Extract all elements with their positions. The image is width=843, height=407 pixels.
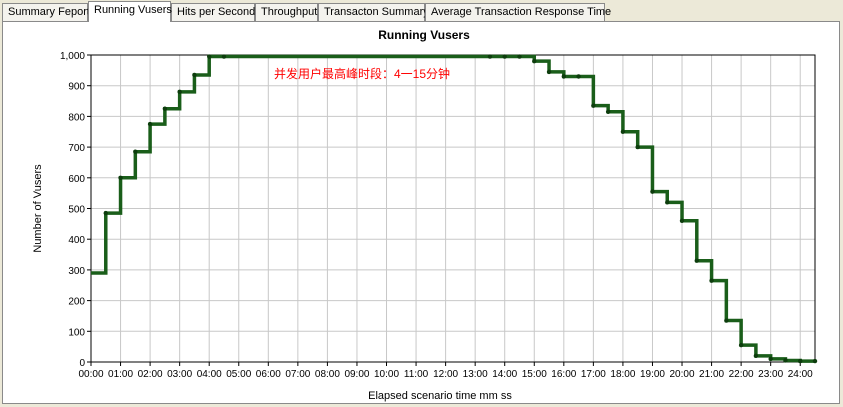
tab-summary-feport[interactable]: Summary Feport bbox=[2, 3, 90, 21]
y-tick-label: 500 bbox=[68, 205, 85, 216]
data-point bbox=[798, 358, 803, 364]
tab-transacton-summary[interactable]: Transacton Summary bbox=[318, 3, 429, 21]
x-tick-label: 23:00 bbox=[758, 369, 783, 380]
y-tick-label: 900 bbox=[68, 82, 85, 93]
x-axis-label: Elapsed scenario time mm ss bbox=[368, 390, 512, 402]
x-tick-label: 17:00 bbox=[581, 369, 606, 380]
x-tick-label: 12:00 bbox=[433, 369, 458, 380]
x-tick-label: 20:00 bbox=[670, 369, 695, 380]
data-point bbox=[118, 175, 123, 180]
data-point bbox=[679, 218, 685, 223]
y-tick-label: 800 bbox=[68, 112, 85, 123]
x-tick-label: 19:00 bbox=[640, 369, 665, 380]
y-tick-label: 700 bbox=[68, 143, 85, 154]
tick-labels: 0 100 200 300 400 500 600 700 800 900 1,000 00:00 01… bbox=[60, 51, 813, 380]
peak-annotation: 并发用户最高峰时段：4一15分钟 bbox=[274, 66, 450, 81]
x-tick-label: 14:00 bbox=[492, 369, 517, 380]
y-tick-label: 100 bbox=[68, 327, 85, 338]
data-point bbox=[724, 318, 729, 323]
x-tick-label: 09:00 bbox=[344, 369, 369, 380]
data-point bbox=[753, 353, 759, 359]
x-tick-label: 15:00 bbox=[522, 369, 547, 380]
x-tick-label: 18:00 bbox=[610, 369, 635, 380]
x-tick-label: 21:00 bbox=[699, 369, 724, 380]
x-tick-label: 08:00 bbox=[315, 369, 340, 380]
series-group bbox=[91, 54, 818, 364]
x-tick-label: 16:00 bbox=[551, 369, 576, 380]
x-tick-label: 11:00 bbox=[404, 369, 429, 380]
data-point bbox=[635, 144, 640, 150]
data-point bbox=[147, 121, 153, 127]
data-point bbox=[561, 74, 567, 79]
x-tick-label: 13:00 bbox=[463, 369, 488, 380]
tab-running-vusers[interactable]: Running Vusers bbox=[88, 1, 172, 22]
data-point bbox=[502, 54, 507, 59]
data-point bbox=[650, 189, 655, 194]
data-point bbox=[694, 258, 699, 263]
y-tick-label: 1,000 bbox=[60, 51, 85, 62]
y-tick-label: 300 bbox=[68, 266, 85, 277]
data-point bbox=[103, 210, 108, 216]
x-tick-label: 00:00 bbox=[78, 369, 103, 380]
tab-strip: Summary Feport Running Vusers Hits per Sec… bbox=[0, 0, 843, 22]
y-tick-label: 400 bbox=[68, 235, 85, 246]
data-point bbox=[620, 129, 626, 134]
x-tick-label: 02:00 bbox=[138, 369, 163, 380]
grid bbox=[90, 54, 815, 363]
x-tick-label: 10:00 bbox=[374, 369, 399, 380]
data-point bbox=[768, 356, 773, 362]
x-tick-label: 22:00 bbox=[729, 369, 754, 380]
tab-average-transaction-response-time[interactable]: Average Transaction Response Time bbox=[425, 3, 611, 21]
x-tick-label: 05:00 bbox=[226, 369, 251, 380]
data-point bbox=[812, 358, 818, 364]
running-vusers-chart: Running Vusers Number of Vusers Elapsed … bbox=[32, 28, 818, 402]
data-point bbox=[192, 72, 197, 78]
data-point bbox=[133, 149, 138, 154]
x-tick-label: 04:00 bbox=[197, 369, 222, 380]
x-tick-label: 06:00 bbox=[256, 369, 281, 380]
data-point bbox=[738, 342, 744, 348]
data-point bbox=[709, 278, 714, 283]
chart-title: Running Vusers bbox=[378, 28, 470, 42]
axes bbox=[87, 54, 816, 366]
data-point bbox=[162, 106, 168, 111]
chart-panel: Running Vusers Number of Vusers Elapsed … bbox=[2, 21, 840, 404]
data-point bbox=[487, 54, 493, 59]
tab-hits-per-second[interactable]: Hits per Second bbox=[171, 3, 255, 21]
data-point bbox=[783, 358, 788, 363]
data-point bbox=[605, 109, 611, 114]
x-tick-label: 01:00 bbox=[108, 369, 133, 380]
data-point bbox=[177, 89, 182, 95]
y-tick-label: 600 bbox=[68, 174, 85, 185]
y-tick-label: 200 bbox=[68, 297, 85, 308]
x-tick-label: 07:00 bbox=[285, 369, 310, 380]
data-point bbox=[576, 74, 581, 79]
data-point bbox=[546, 69, 552, 75]
data-point bbox=[591, 103, 596, 108]
data-point bbox=[221, 54, 227, 59]
tab-throughput[interactable]: Throughput bbox=[255, 3, 318, 21]
y-tick-label: 0 bbox=[79, 358, 85, 369]
x-tick-label: 03:00 bbox=[167, 369, 192, 380]
data-point bbox=[207, 54, 212, 59]
y-axis-label: Number of Vusers bbox=[32, 164, 44, 253]
data-point bbox=[665, 200, 670, 205]
data-point bbox=[517, 54, 522, 59]
x-tick-label: 24:00 bbox=[788, 369, 813, 380]
data-point bbox=[532, 58, 537, 64]
